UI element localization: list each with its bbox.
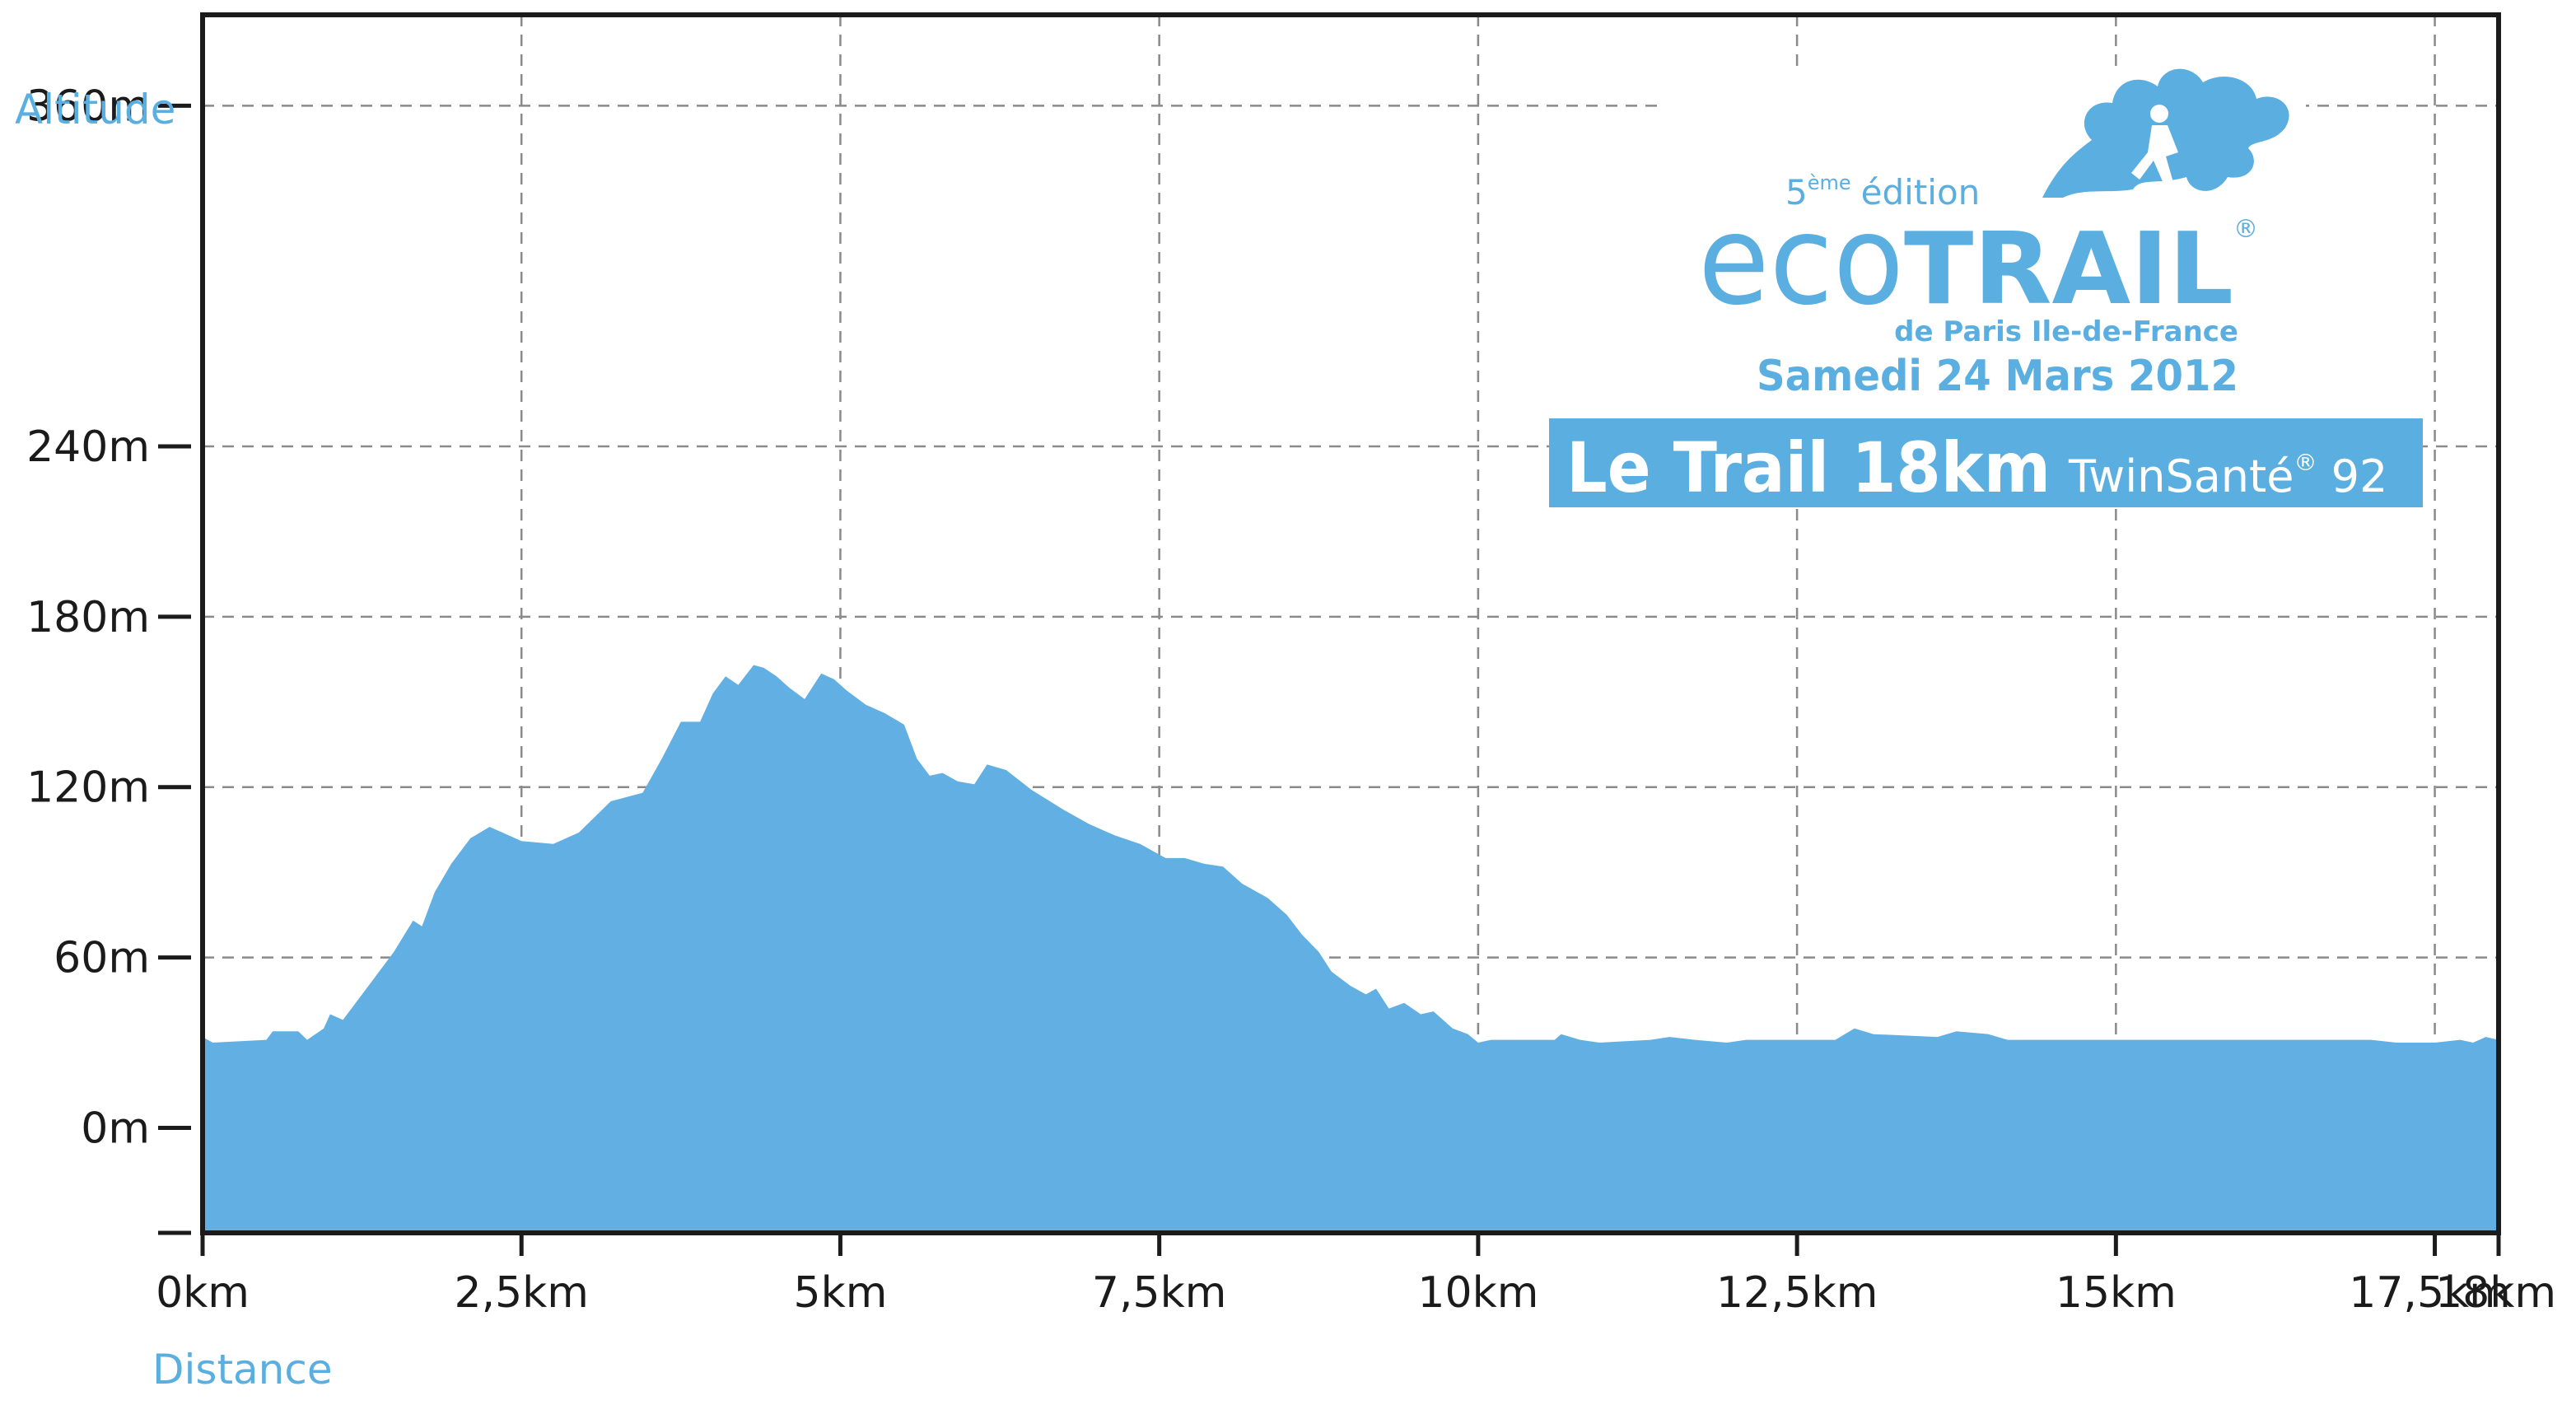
y-tick-label: 120m	[26, 763, 150, 813]
y-tick-label: 240m	[26, 422, 150, 472]
x-tick-label: 18km	[2435, 1268, 2556, 1318]
x-axis-title: Distance	[152, 1346, 333, 1393]
leaf-runner-icon	[2042, 68, 2289, 198]
banner-subtitle: TwinSanté® 92	[2068, 449, 2387, 502]
banner-title: Le Trail 18km	[1566, 427, 2051, 508]
y-tick-label: 360m	[26, 82, 150, 131]
logo-subtitle: de Paris Ile-de-France	[1894, 315, 2238, 348]
x-tick-label: 17,5km	[2349, 1268, 2511, 1318]
x-tick-label: 15km	[2056, 1268, 2177, 1318]
axis-ticks: 0km 2,5km 5km 7,5km 10km 12,5km 15km 17,5km18km…	[26, 82, 2556, 1318]
race-banner: Le Trail 18km TwinSanté® 92	[1549, 418, 2423, 508]
x-tick-label: 12,5km	[1716, 1268, 1878, 1318]
y-axis-title: Altitude	[15, 86, 175, 133]
elevation-area	[203, 665, 2499, 1233]
x-tick-label: 7,5km	[1092, 1268, 1226, 1318]
x-tick-label: 2,5km	[454, 1268, 588, 1318]
y-tick-label: 60m	[54, 934, 150, 983]
elevation-area-path	[203, 665, 2499, 1233]
banner-background	[1549, 418, 2423, 507]
x-tick-label: 5km	[794, 1268, 888, 1318]
ecotrail-logo: 5ème édition ecoTRAIL® de Paris Ile-de-Fr…	[1664, 66, 2306, 420]
logo-edition: 5ème édition	[1785, 171, 1980, 212]
race-date: Samedi 24 Mars 2012	[1757, 352, 2238, 401]
plot-frame	[200, 12, 2501, 1235]
x-tick-label: 10km	[1417, 1268, 1538, 1318]
logo-wordmark: ecoTRAIL®	[1698, 189, 2258, 333]
y-tick-label: 180m	[26, 593, 150, 642]
y-tick-label: 0m	[81, 1104, 150, 1153]
x-tick-label: 0km	[156, 1268, 250, 1318]
